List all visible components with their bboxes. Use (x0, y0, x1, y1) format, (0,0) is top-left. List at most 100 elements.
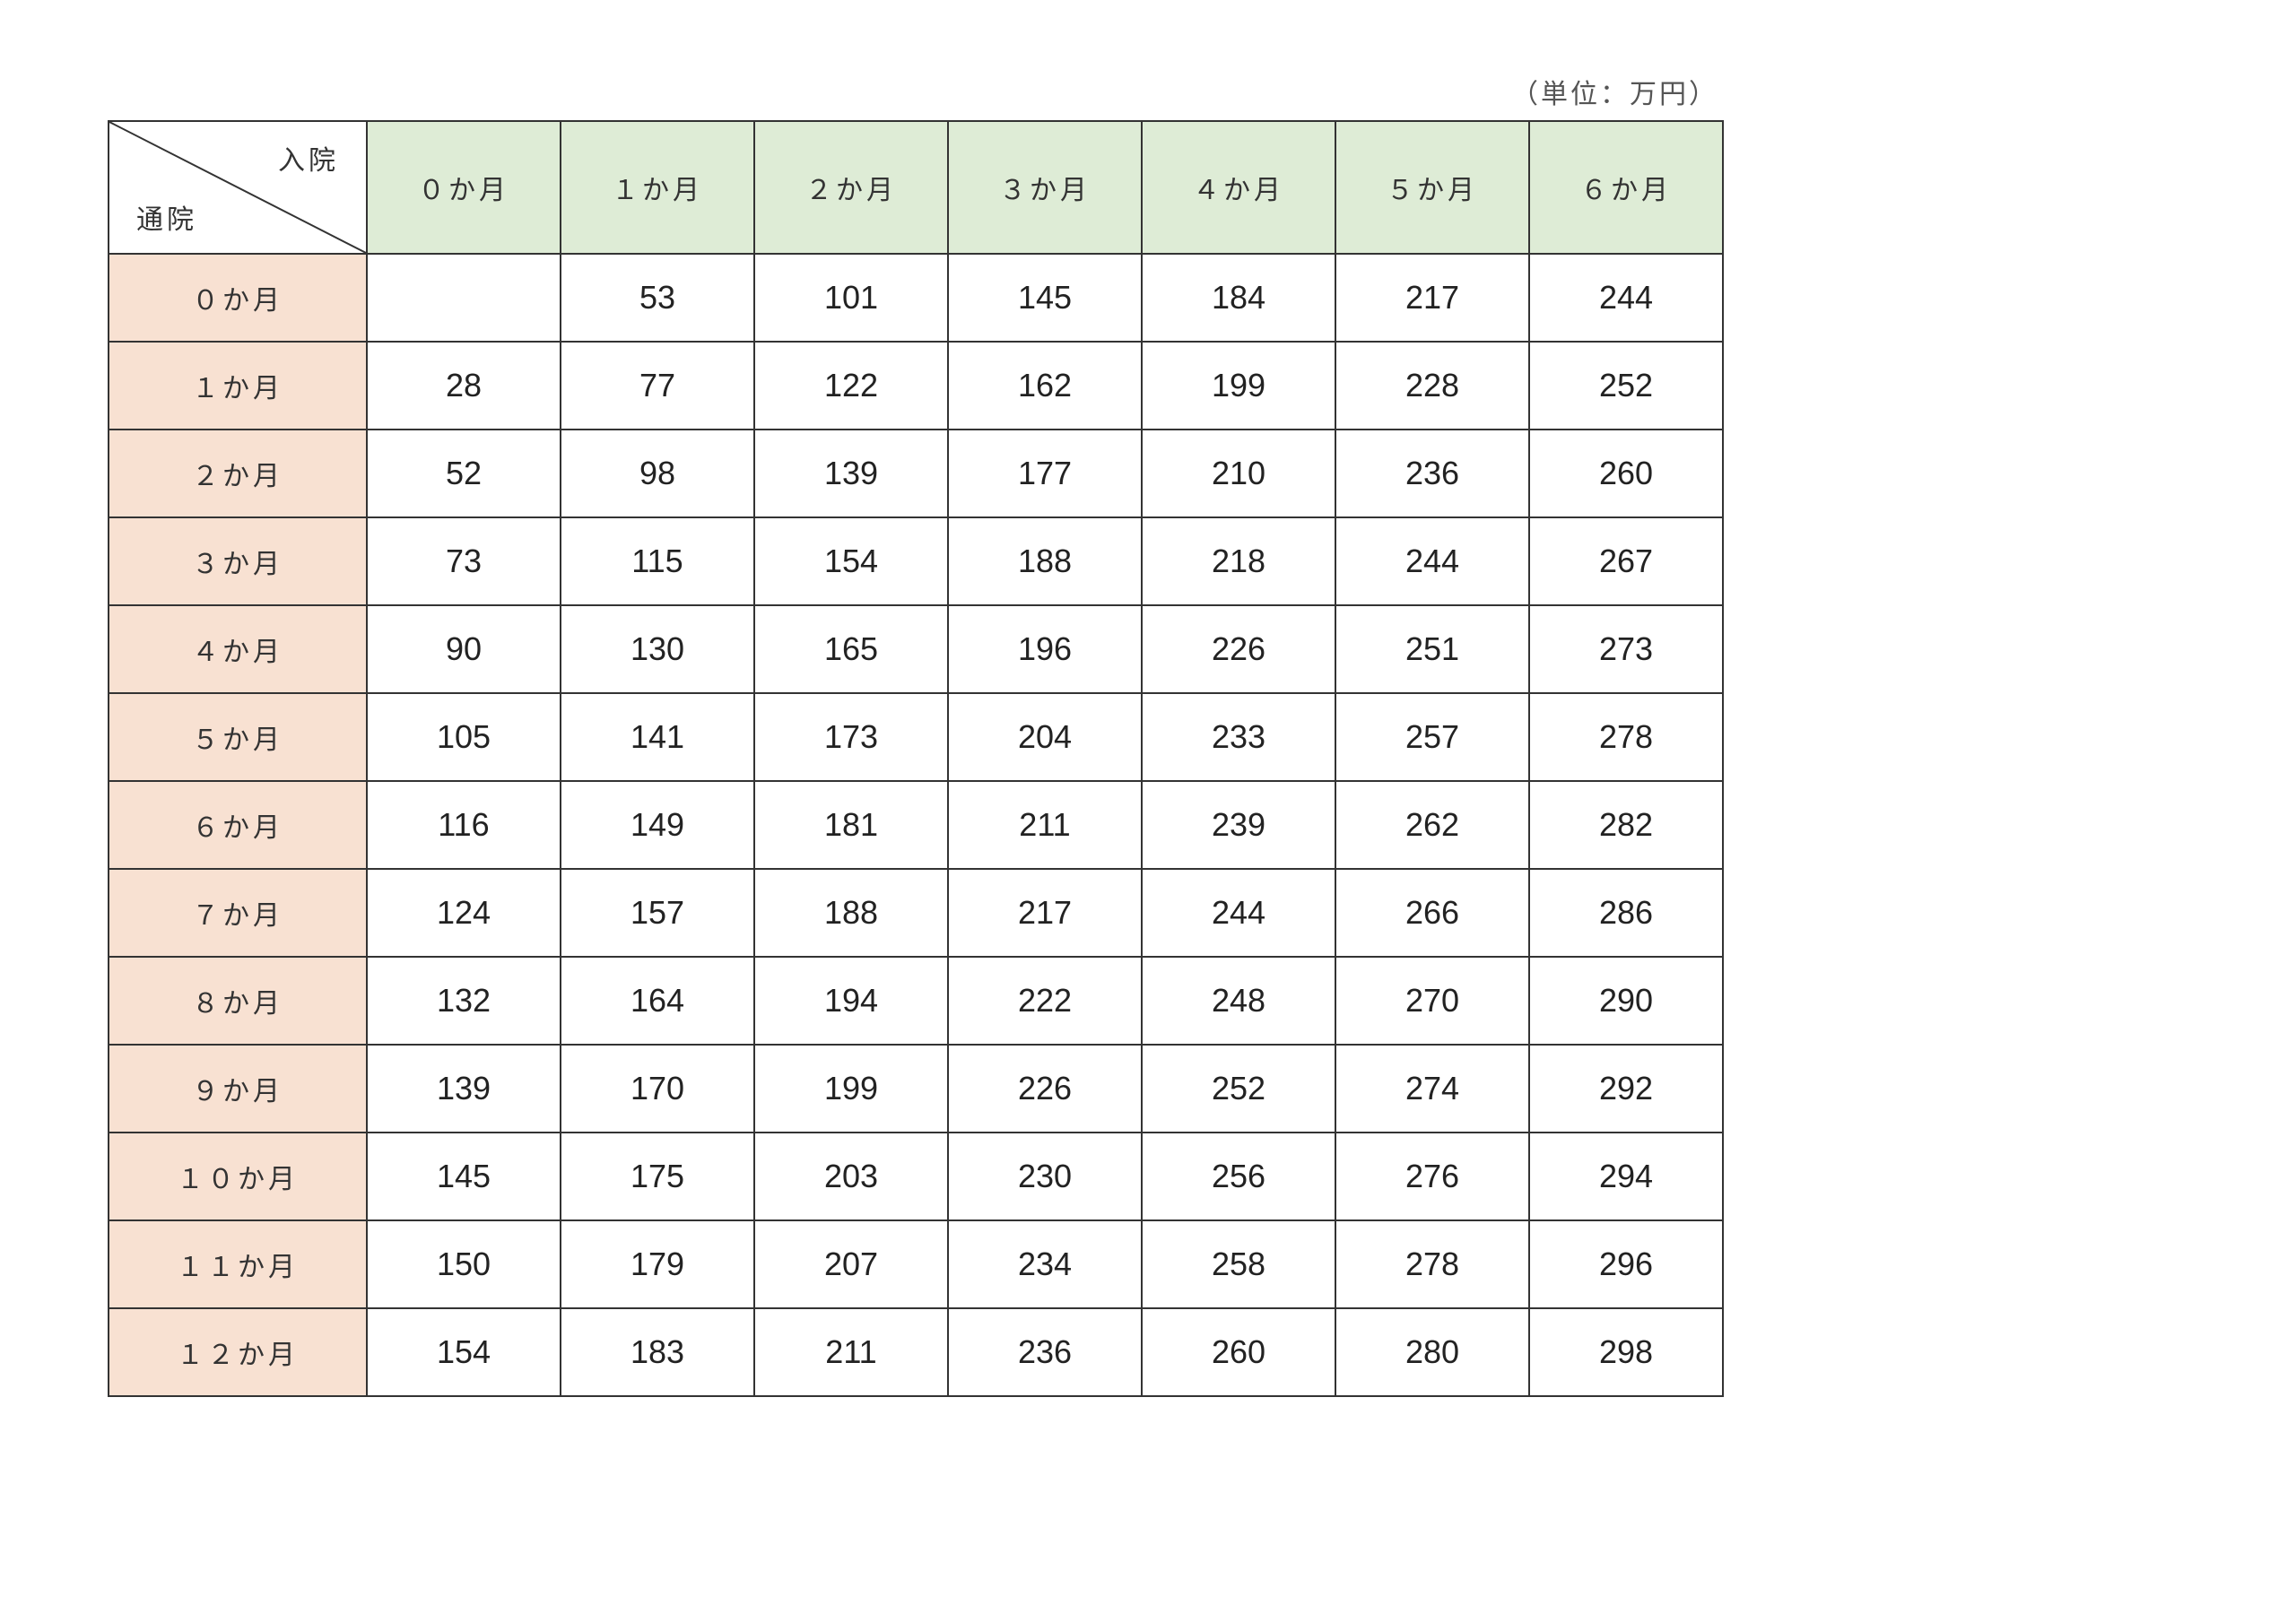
data-cell: 149 (561, 781, 754, 869)
data-cell: 256 (1142, 1133, 1335, 1220)
table-row: １１か月150179207234258278296 (109, 1220, 1723, 1308)
table-row: ４か月90130165196226251273 (109, 605, 1723, 693)
data-cell: 199 (754, 1045, 948, 1133)
data-cell: 244 (1335, 517, 1529, 605)
table-row: １か月2877122162199228252 (109, 342, 1723, 430)
data-cell: 162 (948, 342, 1142, 430)
data-cell: 233 (1142, 693, 1335, 781)
data-cell: 258 (1142, 1220, 1335, 1308)
data-cell: 101 (754, 254, 948, 342)
unit-label: （単位：万円） (108, 72, 1722, 111)
data-cell: 154 (754, 517, 948, 605)
col-header: ５か月 (1335, 121, 1529, 254)
data-cell: 217 (948, 869, 1142, 957)
row-header: ８か月 (109, 957, 367, 1045)
data-cell: 276 (1335, 1133, 1529, 1220)
data-cell: 207 (754, 1220, 948, 1308)
data-cell: 218 (1142, 517, 1335, 605)
data-cell: 274 (1335, 1045, 1529, 1133)
data-cell: 181 (754, 781, 948, 869)
data-cell: 296 (1529, 1220, 1723, 1308)
data-cell: 199 (1142, 342, 1335, 430)
data-cell: 170 (561, 1045, 754, 1133)
row-header: １０か月 (109, 1133, 367, 1220)
data-cell: 278 (1529, 693, 1723, 781)
col-header: ０か月 (367, 121, 561, 254)
row-axis-label: 通院 (136, 197, 197, 237)
table-row: ９か月139170199226252274292 (109, 1045, 1723, 1133)
row-header: １か月 (109, 342, 367, 430)
data-cell: 179 (561, 1220, 754, 1308)
data-cell: 139 (367, 1045, 561, 1133)
data-cell: 211 (948, 781, 1142, 869)
data-cell: 196 (948, 605, 1142, 693)
data-cell: 234 (948, 1220, 1142, 1308)
data-cell: 175 (561, 1133, 754, 1220)
data-cell: 286 (1529, 869, 1723, 957)
data-cell: 278 (1335, 1220, 1529, 1308)
data-cell: 282 (1529, 781, 1723, 869)
data-cell: 130 (561, 605, 754, 693)
data-cell: 280 (1335, 1308, 1529, 1396)
data-cell: 139 (754, 430, 948, 517)
data-cell: 252 (1529, 342, 1723, 430)
data-cell: 239 (1142, 781, 1335, 869)
table-row: １２か月154183211236260280298 (109, 1308, 1723, 1396)
row-header: １１か月 (109, 1220, 367, 1308)
row-header: ９か月 (109, 1045, 367, 1133)
data-cell: 165 (754, 605, 948, 693)
data-cell: 52 (367, 430, 561, 517)
row-header: ２か月 (109, 430, 367, 517)
data-cell: 226 (1142, 605, 1335, 693)
row-header: １２か月 (109, 1308, 367, 1396)
data-cell: 236 (948, 1308, 1142, 1396)
data-cell: 132 (367, 957, 561, 1045)
data-cell: 294 (1529, 1133, 1723, 1220)
row-header: ３か月 (109, 517, 367, 605)
col-axis-label: 入院 (278, 138, 339, 178)
data-cell: 217 (1335, 254, 1529, 342)
data-cell: 204 (948, 693, 1142, 781)
data-cell: 273 (1529, 605, 1723, 693)
data-cell: 222 (948, 957, 1142, 1045)
data-cell: 194 (754, 957, 948, 1045)
corner-header: 入院 通院 (109, 121, 367, 254)
data-cell: 244 (1529, 254, 1723, 342)
data-cell: 226 (948, 1045, 1142, 1133)
table-row: ８か月132164194222248270290 (109, 957, 1723, 1045)
table-row: ７か月124157188217244266286 (109, 869, 1723, 957)
data-cell: 298 (1529, 1308, 1723, 1396)
col-header: ２か月 (754, 121, 948, 254)
header-row: 入院 通院 ０か月 １か月 ２か月 ３か月 ４か月 ５か月 ６か月 (109, 121, 1723, 254)
data-cell: 292 (1529, 1045, 1723, 1133)
data-cell: 267 (1529, 517, 1723, 605)
data-cell: 154 (367, 1308, 561, 1396)
col-header: ６か月 (1529, 121, 1723, 254)
data-cell: 252 (1142, 1045, 1335, 1133)
data-cell: 164 (561, 957, 754, 1045)
data-cell: 98 (561, 430, 754, 517)
data-cell: 248 (1142, 957, 1335, 1045)
col-header: ４か月 (1142, 121, 1335, 254)
data-cell (367, 254, 561, 342)
data-cell: 270 (1335, 957, 1529, 1045)
data-cell: 211 (754, 1308, 948, 1396)
data-cell: 173 (754, 693, 948, 781)
data-cell: 228 (1335, 342, 1529, 430)
data-cell: 90 (367, 605, 561, 693)
data-cell: 236 (1335, 430, 1529, 517)
compensation-table: 入院 通院 ０か月 １か月 ２か月 ３か月 ４か月 ５か月 ６か月 ０か月531… (108, 120, 1724, 1397)
data-cell: 244 (1142, 869, 1335, 957)
data-cell: 188 (754, 869, 948, 957)
data-cell: 188 (948, 517, 1142, 605)
data-cell: 150 (367, 1220, 561, 1308)
data-cell: 141 (561, 693, 754, 781)
row-header: ０か月 (109, 254, 367, 342)
data-cell: 77 (561, 342, 754, 430)
table-row: ６か月116149181211239262282 (109, 781, 1723, 869)
row-header: ７か月 (109, 869, 367, 957)
col-header: ３か月 (948, 121, 1142, 254)
table-row: ３か月73115154188218244267 (109, 517, 1723, 605)
data-cell: 73 (367, 517, 561, 605)
data-cell: 145 (948, 254, 1142, 342)
